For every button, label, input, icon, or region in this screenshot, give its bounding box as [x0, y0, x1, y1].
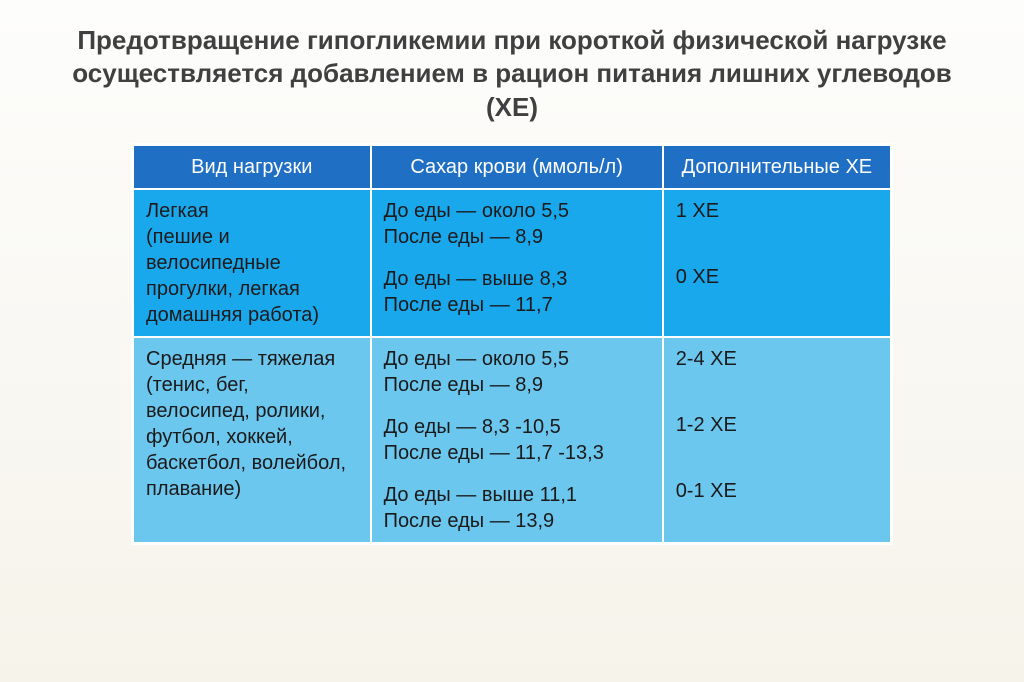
- col-header-xe: Дополнительные ХЕ: [663, 145, 891, 189]
- xe-table: Вид нагрузки Сахар крови (ммоль/л) Допол…: [132, 144, 892, 544]
- cell-sugar: До еды — около 5,5После еды — 8,9До еды …: [371, 337, 663, 543]
- sugar-before: До еды — 8,3 -10,5: [384, 414, 650, 440]
- xe-value: 2-4 ХЕ: [676, 346, 878, 372]
- table-row: Легкая(пешие и велосипедные прогулки, ле…: [133, 189, 891, 337]
- sugar-after: После еды — 11,7: [384, 292, 650, 318]
- table-header-row: Вид нагрузки Сахар крови (ммоль/л) Допол…: [133, 145, 891, 189]
- xe-value: 0 ХЕ: [676, 264, 878, 290]
- cell-sugar: До еды — около 5,5После еды — 8,9До еды …: [371, 189, 663, 337]
- sugar-block: До еды — около 5,5После еды — 8,9: [384, 198, 650, 250]
- cell-xe: 2-4 ХЕ 1-2 ХЕ 0-1 ХЕ: [663, 337, 891, 543]
- xe-value: 1-2 ХЕ: [676, 412, 878, 438]
- table-body: Легкая(пешие и велосипедные прогулки, ле…: [133, 189, 891, 543]
- slide-title: Предотвращение гипогликемии при короткой…: [72, 24, 952, 124]
- sugar-before: До еды — около 5,5: [384, 346, 650, 372]
- sugar-before: До еды — выше 11,1: [384, 482, 650, 508]
- cell-xe: 1 ХЕ 0 ХЕ: [663, 189, 891, 337]
- sugar-after: После еды — 8,9: [384, 372, 650, 398]
- table-row: Средняя — тяжелая (тенис, бег, велосипед…: [133, 337, 891, 543]
- xe-value: 1 ХЕ: [676, 198, 878, 224]
- sugar-block: До еды — около 5,5После еды — 8,9: [384, 346, 650, 398]
- sugar-after: После еды — 11,7 -13,3: [384, 440, 650, 466]
- sugar-after: После еды — 13,9: [384, 508, 650, 534]
- sugar-before: До еды — около 5,5: [384, 198, 650, 224]
- col-header-load: Вид нагрузки: [133, 145, 371, 189]
- sugar-before: До еды — выше 8,3: [384, 266, 650, 292]
- xe-value: 0-1 ХЕ: [676, 478, 878, 504]
- sugar-block: До еды — выше 8,3После еды — 11,7: [384, 266, 650, 318]
- slide: Предотвращение гипогликемии при короткой…: [0, 0, 1024, 682]
- cell-load: Легкая(пешие и велосипедные прогулки, ле…: [133, 189, 371, 337]
- sugar-block: До еды — выше 11,1После еды — 13,9: [384, 482, 650, 534]
- sugar-after: После еды — 8,9: [384, 224, 650, 250]
- col-header-sugar: Сахар крови (ммоль/л): [371, 145, 663, 189]
- sugar-block: До еды — 8,3 -10,5После еды — 11,7 -13,3: [384, 414, 650, 466]
- cell-load: Средняя — тяжелая (тенис, бег, велосипед…: [133, 337, 371, 543]
